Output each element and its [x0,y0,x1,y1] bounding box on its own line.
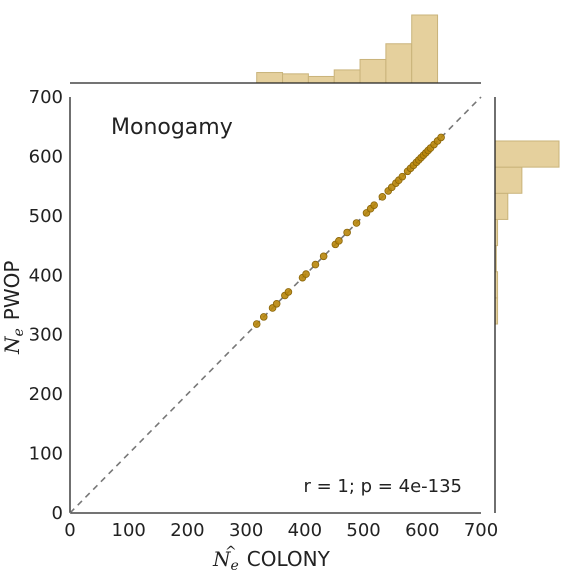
top-histogram-bar [283,74,309,83]
x-tick-label: 100 [112,520,146,541]
right-marginal-histogram [495,141,559,324]
top-histogram-bar [412,15,438,83]
y-tick-label: 400 [29,265,63,286]
y-tick-label: 600 [29,146,63,167]
data-point [344,229,351,236]
y-tick-label: 100 [29,444,63,465]
correlation-stat: r = 1; p = 4e-135 [304,476,463,497]
y-tick-label: 300 [29,325,63,346]
x-tick-label: 400 [288,520,322,541]
y-tick-label: 0 [52,503,63,524]
x-axis-text: COLONY [247,547,331,571]
data-point [353,220,360,227]
top-histogram-bar [334,70,360,83]
data-point [379,193,386,200]
data-point [303,271,310,278]
top-marginal-histogram [257,15,438,83]
y-axis-subscript: e [11,328,27,336]
data-point [371,202,378,209]
svg-text:NePWOP: Ne PWOP [0,261,27,355]
x-tick-label: 200 [170,520,204,541]
data-point [312,261,319,268]
y-axis-symbol: N [0,335,24,355]
y-tick-label: 200 [29,384,63,405]
top-histogram-bar [386,44,412,83]
x-tick-label: 600 [405,520,439,541]
top-histogram-bar [257,73,283,83]
x-tick-label: 300 [229,520,263,541]
x-tick-label: 500 [346,520,380,541]
y-tick-labels: 0 100 200 300 400 500 600 700 [29,87,63,524]
x-axis-subscript: e [231,558,239,574]
x-tick-label: 700 [464,520,498,541]
y-tick-label: 500 [29,206,63,227]
right-histogram-bar [495,193,508,219]
x-tick-labels: 0 100 200 300 400 500 600 700 [64,520,498,541]
x-tick-label: 0 [64,520,75,541]
y-axis-text: PWOP [0,261,24,321]
data-point [399,173,406,180]
data-point [336,237,343,244]
y-axis-label: Ne PWOP [0,261,27,355]
data-point [260,313,267,320]
data-point [285,289,292,296]
panel-annotation: Monogamy [111,115,233,140]
top-histogram-bar [360,59,386,83]
top-histogram-bar [308,76,334,83]
right-histogram-bar [495,141,559,167]
data-point [273,300,280,307]
data-point [320,253,327,260]
x-axis-label: Ne COLONY ^ [212,544,331,574]
x-axis-hat: ^ [225,544,237,560]
data-point [438,134,445,141]
y-tick-label: 700 [29,87,63,108]
data-point [253,321,260,328]
right-histogram-bar [495,167,522,193]
